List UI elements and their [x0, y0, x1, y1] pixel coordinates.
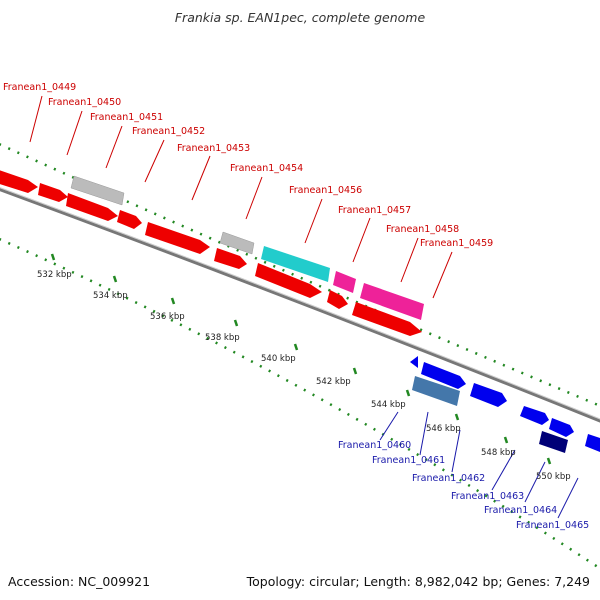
genome-backbone — [0, 188, 600, 423]
tick-label: 546 kbp — [426, 424, 461, 434]
gene-red-3[interactable] — [66, 193, 118, 221]
gene-red-5[interactable] — [145, 222, 210, 254]
gene-label[interactable]: Franean1_0451 — [90, 112, 163, 123]
map-title: Frankia sp. EAN1pec, complete genome — [174, 10, 426, 25]
gene-blue-4[interactable] — [520, 406, 549, 425]
gene-blue-5[interactable] — [549, 418, 574, 437]
gene-blue-6[interactable] — [585, 434, 600, 452]
gene-label[interactable]: Franean1_0452 — [132, 126, 205, 137]
tick-label: 548 kbp — [481, 448, 516, 458]
gene-red-4[interactable] — [117, 210, 142, 229]
topology-text: Topology: circular; Length: 8,982,042 bp… — [246, 574, 590, 589]
gene-label[interactable]: Franean1_0449 — [3, 82, 76, 93]
scale-tick-marks — [50, 253, 552, 465]
gene-label[interactable]: Franean1_0458 — [386, 224, 459, 235]
gene-grey-2[interactable] — [219, 231, 255, 255]
gene-blue-2[interactable] — [421, 362, 466, 389]
gene-label[interactable]: Franean1_0450 — [48, 97, 121, 108]
gene-steel-1[interactable] — [412, 376, 460, 406]
gene-label[interactable]: Franean1_0465 — [516, 520, 589, 531]
gene-grey-1[interactable] — [70, 175, 125, 206]
gene-blue-1[interactable] — [410, 356, 418, 368]
accession-text: Accession: NC_009921 — [8, 574, 151, 589]
tick-label: 540 kbp — [261, 354, 296, 364]
gene-pink-1[interactable] — [333, 271, 356, 293]
gene-label[interactable]: Franean1_0459 — [420, 238, 493, 249]
gene-label[interactable]: Franean1_0461 — [372, 455, 445, 466]
genes-outer-lane — [70, 175, 424, 320]
gene-label[interactable]: Franean1_0454 — [230, 163, 303, 174]
gene-navy-1[interactable] — [539, 431, 568, 453]
tick-label: 544 kbp — [371, 400, 406, 410]
gene-leaders-bottom — [379, 411, 579, 519]
gene-label[interactable]: Franean1_0464 — [484, 505, 557, 516]
gene-label[interactable]: Franean1_0460 — [338, 440, 411, 451]
tick-label: 534 kbp — [93, 291, 128, 301]
outer-dotted-ring — [0, 143, 600, 408]
tick-label: 536 kbp — [150, 312, 185, 322]
tick-label: 532 kbp — [37, 270, 72, 280]
gene-red-1[interactable] — [0, 167, 38, 193]
genes-blue — [410, 356, 600, 453]
tick-label: 538 kbp — [205, 333, 240, 343]
tick-label: 550 kbp — [536, 472, 571, 482]
gene-red-2[interactable] — [38, 183, 68, 202]
gene-label[interactable]: Franean1_0462 — [412, 473, 485, 484]
gene-leaders-top — [29, 95, 453, 299]
gene-labels-top: Franean1_0449 Franean1_0450 Franean1_045… — [3, 82, 493, 249]
gene-label[interactable]: Franean1_0457 — [338, 205, 411, 216]
gene-cyan-1[interactable] — [261, 246, 330, 282]
genome-backbone-highlight — [0, 187, 600, 420]
gene-labels-bottom: Franean1_0460 Franean1_0461 Franean1_046… — [338, 440, 589, 531]
scale-tick-labels: 532 kbp 534 kbp 536 kbp 538 kbp 540 kbp … — [37, 270, 571, 482]
gene-red-8[interactable] — [327, 290, 348, 309]
gene-label[interactable]: Franean1_0456 — [289, 185, 362, 196]
genes-red — [0, 167, 422, 336]
gene-label[interactable]: Franean1_0463 — [451, 491, 524, 502]
tick-label: 542 kbp — [316, 377, 351, 387]
gene-pink-2[interactable] — [360, 283, 424, 320]
gene-red-7[interactable] — [255, 263, 322, 298]
gene-label[interactable]: Franean1_0453 — [177, 143, 250, 154]
gene-red-9[interactable] — [352, 302, 422, 336]
gene-blue-3[interactable] — [470, 383, 507, 407]
gene-red-6[interactable] — [214, 248, 247, 269]
